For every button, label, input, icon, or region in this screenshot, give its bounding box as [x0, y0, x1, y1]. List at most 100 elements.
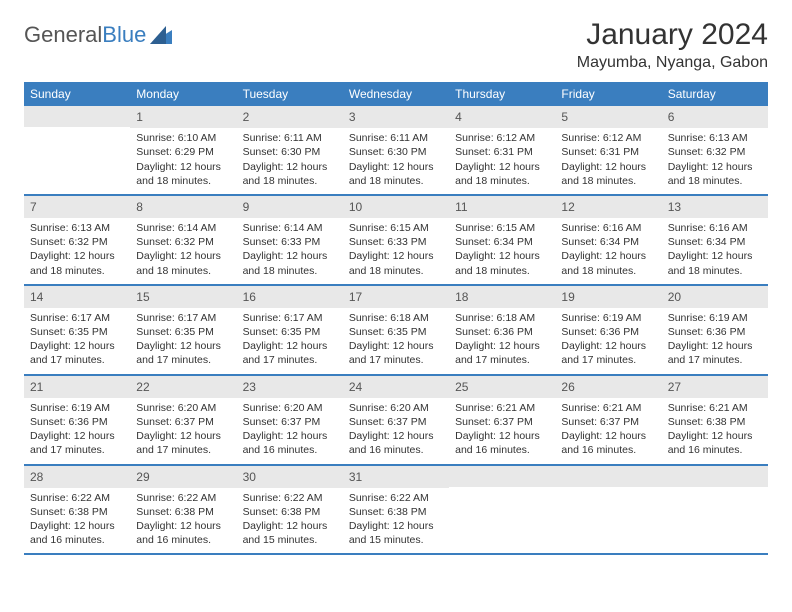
day-daylight2: and 16 minutes. — [243, 443, 337, 457]
day-daylight1: Daylight: 12 hours — [243, 160, 337, 174]
day-daylight1: Daylight: 12 hours — [349, 429, 443, 443]
day-cell: 30Sunrise: 6:22 AMSunset: 6:38 PMDayligh… — [237, 466, 343, 554]
day-daylight1: Daylight: 12 hours — [136, 519, 230, 533]
day-number: 13 — [662, 196, 768, 218]
logo-text-part2: Blue — [102, 22, 146, 48]
day-sunrise: Sunrise: 6:22 AM — [243, 491, 337, 505]
day-cell: 31Sunrise: 6:22 AMSunset: 6:38 PMDayligh… — [343, 466, 449, 554]
day-daylight1: Daylight: 12 hours — [561, 160, 655, 174]
day-cell: 13Sunrise: 6:16 AMSunset: 6:34 PMDayligh… — [662, 196, 768, 284]
day-number: 2 — [237, 106, 343, 128]
day-daylight1: Daylight: 12 hours — [243, 429, 337, 443]
day-sunset: Sunset: 6:35 PM — [243, 325, 337, 339]
day-sunrise: Sunrise: 6:15 AM — [349, 221, 443, 235]
day-daylight2: and 16 minutes. — [668, 443, 762, 457]
day-number: 8 — [130, 196, 236, 218]
day-sunrise: Sunrise: 6:13 AM — [668, 131, 762, 145]
day-cell: 19Sunrise: 6:19 AMSunset: 6:36 PMDayligh… — [555, 286, 661, 374]
day-sunset: Sunset: 6:36 PM — [668, 325, 762, 339]
week-row: 14Sunrise: 6:17 AMSunset: 6:35 PMDayligh… — [24, 286, 768, 376]
day-number: 17 — [343, 286, 449, 308]
day-sunrise: Sunrise: 6:20 AM — [136, 401, 230, 415]
week-row: 28Sunrise: 6:22 AMSunset: 6:38 PMDayligh… — [24, 466, 768, 556]
day-sunset: Sunset: 6:34 PM — [668, 235, 762, 249]
day-sunrise: Sunrise: 6:13 AM — [30, 221, 124, 235]
day-daylight2: and 17 minutes. — [30, 443, 124, 457]
day-cell — [24, 106, 130, 194]
day-cell — [662, 466, 768, 554]
day-number: 25 — [449, 376, 555, 398]
day-cell: 14Sunrise: 6:17 AMSunset: 6:35 PMDayligh… — [24, 286, 130, 374]
day-sunset: Sunset: 6:38 PM — [349, 505, 443, 519]
day-cell: 25Sunrise: 6:21 AMSunset: 6:37 PMDayligh… — [449, 376, 555, 464]
day-daylight2: and 17 minutes. — [561, 353, 655, 367]
day-content: Sunrise: 6:20 AMSunset: 6:37 PMDaylight:… — [343, 398, 449, 464]
day-daylight1: Daylight: 12 hours — [136, 429, 230, 443]
day-cell: 2Sunrise: 6:11 AMSunset: 6:30 PMDaylight… — [237, 106, 343, 194]
day-number: 20 — [662, 286, 768, 308]
logo: GeneralBlue — [24, 22, 172, 48]
day-sunset: Sunset: 6:38 PM — [668, 415, 762, 429]
day-number — [24, 106, 130, 127]
day-sunrise: Sunrise: 6:12 AM — [561, 131, 655, 145]
day-cell: 24Sunrise: 6:20 AMSunset: 6:37 PMDayligh… — [343, 376, 449, 464]
day-content: Sunrise: 6:18 AMSunset: 6:36 PMDaylight:… — [449, 308, 555, 374]
day-daylight1: Daylight: 12 hours — [136, 249, 230, 263]
day-cell — [555, 466, 661, 554]
day-sunset: Sunset: 6:34 PM — [561, 235, 655, 249]
day-daylight1: Daylight: 12 hours — [668, 339, 762, 353]
day-content: Sunrise: 6:20 AMSunset: 6:37 PMDaylight:… — [237, 398, 343, 464]
day-content: Sunrise: 6:14 AMSunset: 6:33 PMDaylight:… — [237, 218, 343, 284]
day-content: Sunrise: 6:16 AMSunset: 6:34 PMDaylight:… — [662, 218, 768, 284]
day-sunset: Sunset: 6:30 PM — [243, 145, 337, 159]
day-sunset: Sunset: 6:29 PM — [136, 145, 230, 159]
day-content: Sunrise: 6:14 AMSunset: 6:32 PMDaylight:… — [130, 218, 236, 284]
day-daylight2: and 16 minutes. — [561, 443, 655, 457]
day-content: Sunrise: 6:11 AMSunset: 6:30 PMDaylight:… — [343, 128, 449, 194]
day-content: Sunrise: 6:11 AMSunset: 6:30 PMDaylight:… — [237, 128, 343, 194]
day-daylight1: Daylight: 12 hours — [455, 249, 549, 263]
weekday-header: Sunday — [24, 82, 130, 106]
day-sunrise: Sunrise: 6:16 AM — [668, 221, 762, 235]
day-sunset: Sunset: 6:37 PM — [561, 415, 655, 429]
day-daylight1: Daylight: 12 hours — [136, 160, 230, 174]
day-sunset: Sunset: 6:30 PM — [349, 145, 443, 159]
day-sunrise: Sunrise: 6:19 AM — [561, 311, 655, 325]
day-sunrise: Sunrise: 6:18 AM — [455, 311, 549, 325]
day-number — [662, 466, 768, 487]
day-cell: 28Sunrise: 6:22 AMSunset: 6:38 PMDayligh… — [24, 466, 130, 554]
week-row: 7Sunrise: 6:13 AMSunset: 6:32 PMDaylight… — [24, 196, 768, 286]
day-daylight1: Daylight: 12 hours — [455, 160, 549, 174]
day-number: 5 — [555, 106, 661, 128]
day-cell: 21Sunrise: 6:19 AMSunset: 6:36 PMDayligh… — [24, 376, 130, 464]
day-sunset: Sunset: 6:38 PM — [136, 505, 230, 519]
day-content: Sunrise: 6:10 AMSunset: 6:29 PMDaylight:… — [130, 128, 236, 194]
day-cell: 9Sunrise: 6:14 AMSunset: 6:33 PMDaylight… — [237, 196, 343, 284]
day-content: Sunrise: 6:18 AMSunset: 6:35 PMDaylight:… — [343, 308, 449, 374]
day-daylight2: and 17 minutes. — [30, 353, 124, 367]
weekday-header: Wednesday — [343, 82, 449, 106]
day-sunrise: Sunrise: 6:16 AM — [561, 221, 655, 235]
day-cell: 5Sunrise: 6:12 AMSunset: 6:31 PMDaylight… — [555, 106, 661, 194]
day-content: Sunrise: 6:16 AMSunset: 6:34 PMDaylight:… — [555, 218, 661, 284]
day-content: Sunrise: 6:22 AMSunset: 6:38 PMDaylight:… — [237, 488, 343, 554]
day-daylight2: and 17 minutes. — [243, 353, 337, 367]
day-sunset: Sunset: 6:35 PM — [30, 325, 124, 339]
day-sunset: Sunset: 6:37 PM — [349, 415, 443, 429]
day-daylight1: Daylight: 12 hours — [349, 519, 443, 533]
day-daylight2: and 16 minutes. — [455, 443, 549, 457]
day-number: 4 — [449, 106, 555, 128]
day-number: 6 — [662, 106, 768, 128]
day-sunset: Sunset: 6:31 PM — [455, 145, 549, 159]
day-sunrise: Sunrise: 6:21 AM — [668, 401, 762, 415]
day-daylight2: and 18 minutes. — [668, 264, 762, 278]
day-sunrise: Sunrise: 6:20 AM — [243, 401, 337, 415]
month-title: January 2024 — [577, 18, 768, 52]
day-sunrise: Sunrise: 6:11 AM — [349, 131, 443, 145]
day-number: 10 — [343, 196, 449, 218]
day-number: 27 — [662, 376, 768, 398]
day-cell: 26Sunrise: 6:21 AMSunset: 6:37 PMDayligh… — [555, 376, 661, 464]
day-daylight1: Daylight: 12 hours — [561, 429, 655, 443]
day-sunset: Sunset: 6:37 PM — [136, 415, 230, 429]
day-cell: 27Sunrise: 6:21 AMSunset: 6:38 PMDayligh… — [662, 376, 768, 464]
